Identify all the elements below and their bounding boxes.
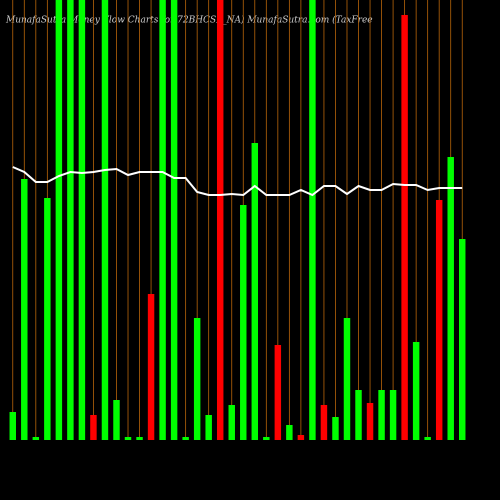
money-flow-line xyxy=(12,166,463,197)
bar xyxy=(355,390,362,440)
bar xyxy=(251,143,259,440)
bar xyxy=(216,0,224,440)
bar xyxy=(124,437,132,440)
bar xyxy=(170,0,178,440)
bar xyxy=(459,239,466,440)
bar xyxy=(205,415,212,440)
bar xyxy=(136,437,143,440)
bar xyxy=(159,0,166,440)
bar xyxy=(44,198,51,440)
bar xyxy=(343,318,351,440)
bar xyxy=(182,437,189,440)
bar xyxy=(78,0,86,440)
bar xyxy=(193,318,201,440)
bar xyxy=(9,412,16,440)
bar xyxy=(90,415,97,440)
bar xyxy=(228,405,235,440)
bar xyxy=(32,437,40,440)
bar xyxy=(309,0,316,440)
bar xyxy=(435,200,443,440)
bar xyxy=(401,15,408,440)
bar xyxy=(113,400,120,440)
bar xyxy=(240,205,247,440)
chart-title: MunafaSutra Money Flow Charts for 72BHCS… xyxy=(5,15,373,26)
bar xyxy=(378,390,385,440)
bar xyxy=(447,157,454,440)
bar xyxy=(320,405,328,440)
bar xyxy=(286,425,293,440)
bar xyxy=(101,0,109,440)
bar xyxy=(424,437,431,440)
bar xyxy=(412,342,420,440)
bar xyxy=(147,294,155,440)
bar xyxy=(389,390,397,440)
bar xyxy=(263,437,270,440)
bar xyxy=(366,403,374,440)
bar xyxy=(297,435,305,440)
bar xyxy=(55,0,63,440)
bar xyxy=(274,345,282,440)
bar xyxy=(21,179,28,440)
bar xyxy=(67,0,74,440)
bar xyxy=(332,417,339,440)
